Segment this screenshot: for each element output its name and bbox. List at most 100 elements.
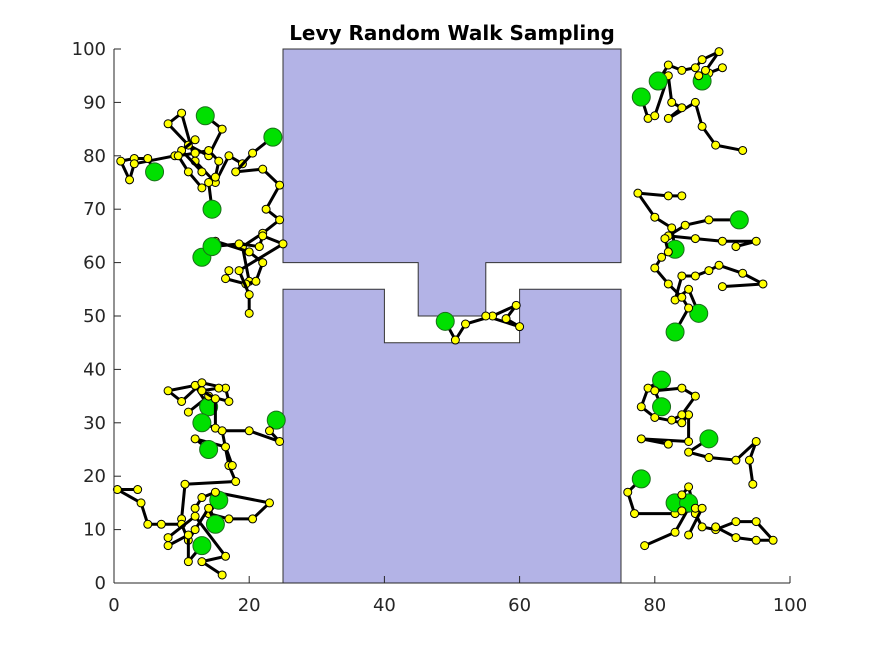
sample-point: [704, 215, 714, 225]
chart-title: Levy Random Walk Sampling: [289, 21, 615, 45]
sample-point: [633, 188, 643, 198]
obstacle: [282, 288, 622, 584]
sample-point: [197, 557, 207, 567]
sample-point: [717, 282, 727, 292]
y-tick-label: 50: [83, 306, 106, 327]
x-tick-label: 80: [643, 595, 666, 616]
sample-point: [180, 479, 190, 489]
sample-point: [684, 447, 694, 457]
sample-point: [690, 97, 700, 107]
sample-point: [636, 434, 646, 444]
start-point: [648, 71, 668, 91]
sample-point: [183, 407, 193, 417]
sample-point: [684, 436, 694, 446]
start-point: [192, 413, 212, 433]
start-point: [266, 410, 286, 430]
sample-point: [667, 223, 677, 233]
sample-point: [751, 236, 761, 246]
y-tick-label: 60: [83, 253, 106, 274]
sample-point: [667, 97, 677, 107]
sample-point: [143, 153, 153, 163]
sample-point: [258, 231, 268, 241]
sample-point: [650, 263, 660, 273]
sample-point: [244, 426, 254, 436]
sample-point: [690, 234, 700, 244]
sample-point: [258, 164, 268, 174]
sample-point: [717, 236, 727, 246]
sample-point: [190, 148, 200, 158]
sample-point: [248, 148, 258, 158]
sample-point: [231, 477, 241, 487]
sample-point: [112, 485, 122, 495]
sample-point: [515, 322, 525, 332]
sample-point: [163, 119, 173, 129]
sample-point: [704, 453, 714, 463]
sample-point: [711, 140, 721, 150]
sample-point: [204, 178, 214, 187]
x-tick-label: 0: [108, 595, 119, 616]
sample-point: [697, 522, 707, 532]
sample-point: [163, 386, 173, 396]
sample-point: [650, 212, 660, 222]
sample-point: [275, 180, 285, 190]
sample-point: [221, 274, 231, 284]
sample-point: [731, 533, 741, 543]
sample-point: [650, 412, 660, 422]
sample-point: [450, 335, 460, 345]
sample-point: [677, 103, 687, 113]
sample-point: [663, 279, 673, 289]
sample-point: [714, 47, 724, 57]
y-tick-label: 10: [83, 520, 106, 541]
x-tick-label: 20: [238, 595, 261, 616]
sample-point: [677, 418, 687, 428]
sample-point: [677, 383, 687, 393]
sample-point: [227, 461, 237, 471]
start-point: [699, 429, 719, 449]
sample-point: [714, 260, 724, 270]
sample-point: [133, 485, 143, 495]
start-point: [652, 397, 672, 417]
sample-point: [234, 266, 244, 276]
sample-point: [116, 156, 126, 166]
sample-point: [163, 541, 173, 551]
sample-point: [129, 159, 139, 169]
sample-point: [190, 135, 200, 145]
sample-point: [663, 439, 673, 449]
y-tick-label: 100: [72, 39, 106, 60]
sample-point: [210, 394, 220, 404]
sample-point: [694, 71, 704, 81]
sample-point: [214, 383, 224, 393]
sample-point: [217, 426, 227, 436]
sample-point: [221, 442, 231, 452]
sample-point: [657, 252, 667, 262]
sample-point: [704, 266, 714, 276]
y-tick-label: 0: [95, 573, 106, 594]
sample-point: [663, 60, 673, 70]
sample-point: [261, 204, 271, 214]
sample-point: [210, 172, 220, 182]
sample-point: [163, 533, 173, 543]
sample-point: [183, 530, 193, 540]
sample-point: [758, 279, 768, 289]
sample-point: [630, 509, 640, 519]
y-tick-label: 40: [83, 359, 106, 380]
y-tick-label: 30: [83, 413, 106, 434]
sample-point: [204, 503, 214, 513]
sample-point: [663, 113, 673, 123]
walk-path: [115, 488, 217, 542]
sample-point: [660, 234, 670, 244]
sample-point: [751, 517, 761, 527]
y-tick-label: 90: [83, 92, 106, 113]
sample-point: [640, 541, 650, 551]
sample-point: [731, 242, 741, 252]
sample-point: [183, 557, 193, 567]
x-tick-label: 60: [508, 595, 531, 616]
sample-point: [183, 167, 193, 177]
start-point: [202, 237, 222, 257]
sample-point: [650, 111, 660, 121]
start-point: [729, 210, 749, 230]
sample-point: [143, 519, 153, 529]
sample-point: [197, 493, 207, 503]
